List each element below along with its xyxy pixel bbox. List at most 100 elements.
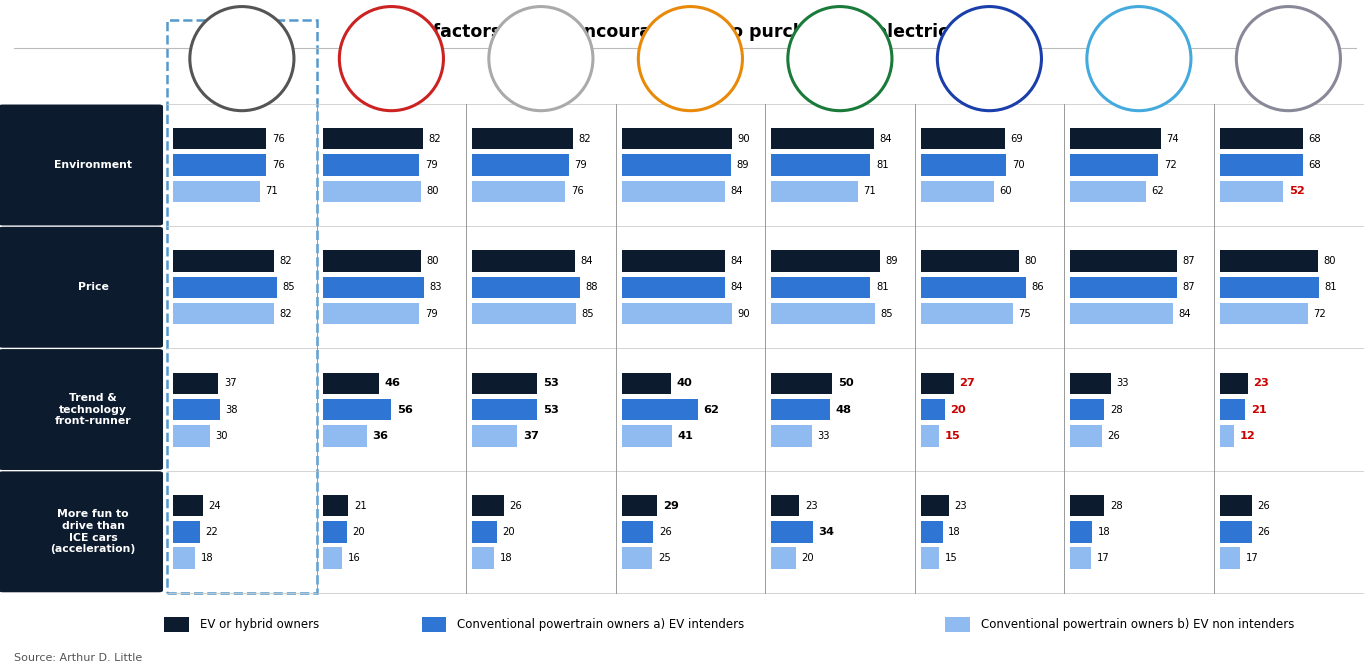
Text: 89: 89 (886, 256, 899, 266)
Text: 53: 53 (543, 379, 559, 388)
Text: 26: 26 (659, 527, 671, 537)
Text: 23: 23 (804, 500, 818, 511)
Text: 83: 83 (430, 282, 443, 292)
Text: 80: 80 (426, 186, 438, 196)
FancyBboxPatch shape (921, 128, 1006, 149)
FancyBboxPatch shape (921, 547, 938, 569)
FancyBboxPatch shape (164, 617, 189, 632)
FancyBboxPatch shape (1070, 495, 1104, 516)
Text: 15: 15 (944, 431, 960, 441)
FancyBboxPatch shape (1070, 399, 1104, 420)
Text: Environment: Environment (55, 160, 132, 170)
Text: 36: 36 (373, 431, 388, 441)
FancyBboxPatch shape (771, 154, 870, 176)
FancyBboxPatch shape (1219, 128, 1303, 149)
FancyBboxPatch shape (173, 181, 260, 202)
Text: 34: 34 (818, 527, 834, 537)
Text: More fun to
drive than
ICE cars
(acceleration): More fun to drive than ICE cars (acceler… (51, 509, 136, 554)
Text: 81: 81 (875, 160, 889, 170)
FancyBboxPatch shape (1070, 547, 1091, 569)
FancyBboxPatch shape (1219, 251, 1318, 271)
FancyBboxPatch shape (173, 547, 195, 569)
Text: 84: 84 (880, 134, 892, 143)
Ellipse shape (190, 7, 295, 111)
Text: 84: 84 (730, 256, 743, 266)
FancyBboxPatch shape (473, 495, 504, 516)
Text: 50: 50 (838, 379, 854, 388)
Text: 79: 79 (425, 309, 437, 318)
FancyBboxPatch shape (921, 495, 949, 516)
Text: 24: 24 (208, 500, 221, 511)
FancyBboxPatch shape (921, 373, 954, 394)
FancyBboxPatch shape (1219, 181, 1284, 202)
FancyBboxPatch shape (1219, 277, 1319, 298)
FancyBboxPatch shape (0, 472, 163, 592)
Text: 85: 85 (282, 282, 296, 292)
FancyBboxPatch shape (921, 399, 945, 420)
FancyBboxPatch shape (173, 399, 219, 420)
FancyBboxPatch shape (1070, 154, 1159, 176)
Text: Source: Arthur D. Little: Source: Arthur D. Little (14, 653, 142, 663)
FancyBboxPatch shape (0, 226, 163, 348)
Text: 70: 70 (1012, 160, 1025, 170)
FancyBboxPatch shape (173, 373, 218, 394)
Text: 79: 79 (425, 160, 437, 170)
FancyBboxPatch shape (1219, 425, 1234, 446)
Text: 84: 84 (730, 186, 743, 196)
FancyBboxPatch shape (473, 399, 537, 420)
Text: 46: 46 (385, 379, 400, 388)
Text: 80: 80 (1025, 256, 1037, 266)
Text: 37: 37 (223, 379, 237, 388)
Text: 76: 76 (271, 134, 285, 143)
Text: 18: 18 (948, 527, 960, 537)
Text: 80: 80 (1323, 256, 1336, 266)
Text: 37: 37 (523, 431, 538, 441)
Text: 87: 87 (1182, 256, 1195, 266)
FancyBboxPatch shape (322, 425, 367, 446)
Text: Conventional powertrain owners a) EV intenders: Conventional powertrain owners a) EV int… (458, 618, 744, 631)
FancyBboxPatch shape (771, 373, 833, 394)
FancyBboxPatch shape (622, 425, 671, 446)
Text: 29: 29 (663, 500, 678, 511)
Ellipse shape (340, 7, 444, 111)
FancyBboxPatch shape (622, 251, 725, 271)
FancyBboxPatch shape (473, 154, 569, 176)
FancyBboxPatch shape (771, 495, 799, 516)
FancyBboxPatch shape (173, 495, 203, 516)
FancyBboxPatch shape (322, 399, 392, 420)
Text: 62: 62 (1152, 186, 1164, 196)
Text: 23: 23 (955, 500, 967, 511)
Text: (in %): (in %) (666, 40, 704, 53)
FancyBboxPatch shape (771, 303, 875, 324)
FancyBboxPatch shape (1219, 495, 1252, 516)
FancyBboxPatch shape (322, 373, 379, 394)
FancyBboxPatch shape (622, 303, 732, 324)
Text: 82: 82 (578, 134, 590, 143)
Text: 76: 76 (571, 186, 584, 196)
Text: 68: 68 (1308, 160, 1321, 170)
Text: 88: 88 (585, 282, 597, 292)
FancyBboxPatch shape (1219, 521, 1252, 543)
FancyBboxPatch shape (1070, 181, 1147, 202)
Text: 76: 76 (271, 160, 285, 170)
Text: 16: 16 (348, 553, 360, 563)
Text: 20: 20 (801, 553, 814, 563)
Text: 28: 28 (1110, 500, 1122, 511)
FancyBboxPatch shape (622, 277, 725, 298)
FancyBboxPatch shape (173, 303, 274, 324)
FancyBboxPatch shape (921, 154, 1007, 176)
FancyBboxPatch shape (322, 277, 425, 298)
FancyBboxPatch shape (1219, 399, 1245, 420)
Text: 81: 81 (1325, 282, 1337, 292)
Text: 90: 90 (737, 134, 749, 143)
Ellipse shape (1086, 7, 1191, 111)
FancyBboxPatch shape (1070, 521, 1092, 543)
FancyBboxPatch shape (173, 425, 210, 446)
FancyBboxPatch shape (622, 399, 697, 420)
Text: 26: 26 (510, 500, 522, 511)
FancyBboxPatch shape (622, 547, 652, 569)
FancyBboxPatch shape (322, 495, 348, 516)
Text: 74: 74 (1166, 134, 1180, 143)
FancyBboxPatch shape (771, 425, 811, 446)
FancyBboxPatch shape (622, 128, 732, 149)
